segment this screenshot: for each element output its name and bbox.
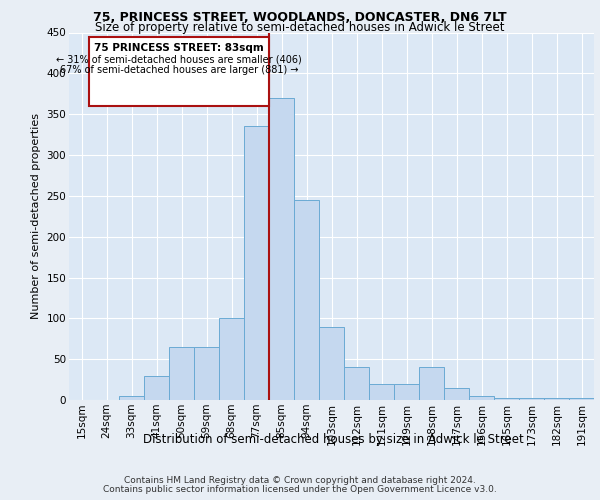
Bar <box>344 368 369 400</box>
Bar <box>369 384 394 400</box>
Bar <box>144 376 169 400</box>
Bar <box>419 368 444 400</box>
FancyBboxPatch shape <box>89 36 269 106</box>
Bar <box>444 388 469 400</box>
Text: Size of property relative to semi-detached houses in Adwick le Street: Size of property relative to semi-detach… <box>95 21 505 34</box>
Bar <box>194 347 219 400</box>
Bar <box>544 398 569 400</box>
Bar <box>519 398 544 400</box>
Bar <box>219 318 244 400</box>
Text: 75 PRINCESS STREET: 83sqm: 75 PRINCESS STREET: 83sqm <box>94 43 263 53</box>
Text: Distribution of semi-detached houses by size in Adwick le Street: Distribution of semi-detached houses by … <box>143 432 523 446</box>
Text: Contains HM Land Registry data © Crown copyright and database right 2024.: Contains HM Land Registry data © Crown c… <box>124 476 476 485</box>
Bar <box>244 126 269 400</box>
Bar <box>294 200 319 400</box>
Text: 75, PRINCESS STREET, WOODLANDS, DONCASTER, DN6 7LT: 75, PRINCESS STREET, WOODLANDS, DONCASTE… <box>93 11 507 24</box>
Bar <box>394 384 419 400</box>
Bar <box>269 98 294 400</box>
Text: 67% of semi-detached houses are larger (881) →: 67% of semi-detached houses are larger (… <box>59 65 298 75</box>
Bar <box>569 398 594 400</box>
Bar <box>494 398 519 400</box>
Bar <box>319 326 344 400</box>
Text: Contains public sector information licensed under the Open Government Licence v3: Contains public sector information licen… <box>103 485 497 494</box>
Y-axis label: Number of semi-detached properties: Number of semi-detached properties <box>31 114 41 320</box>
Bar <box>119 396 144 400</box>
Text: ← 31% of semi-detached houses are smaller (406): ← 31% of semi-detached houses are smalle… <box>56 54 302 64</box>
Bar <box>169 347 194 400</box>
Bar <box>469 396 494 400</box>
